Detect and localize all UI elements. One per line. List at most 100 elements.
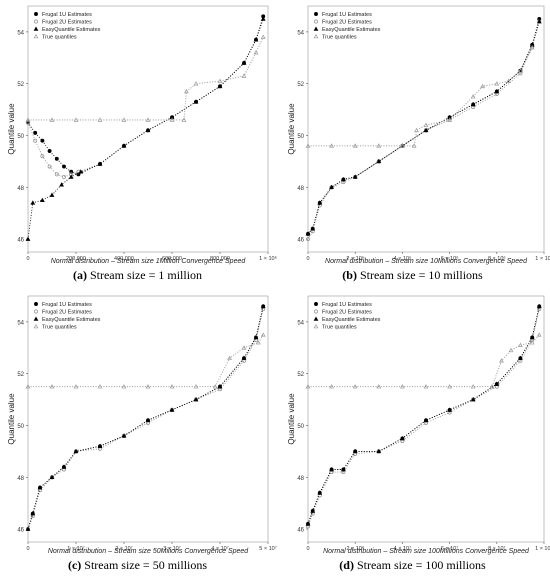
data-point (317, 200, 323, 205)
series-line (27, 308, 264, 530)
data-point (49, 192, 55, 197)
legend-label: Frugal 2U Estimates (322, 310, 372, 316)
data-point (217, 78, 223, 83)
x-tick-label: 8 × 10⁶ (488, 255, 506, 262)
series-line (28, 36, 264, 121)
data-point (26, 120, 30, 125)
plot-frame (307, 295, 545, 543)
data-point (423, 122, 429, 127)
data-point (480, 83, 486, 89)
plot-frame (27, 5, 269, 253)
series-line (27, 306, 264, 530)
legend-label: Frugal 2U Estimates (42, 310, 92, 316)
data-point (400, 384, 405, 389)
data-point (414, 127, 419, 133)
legend: Frugal 1U Estimates Frugal 2U EstimatesEa… (313, 302, 381, 331)
y-tick-label: 52 (297, 372, 304, 378)
x-tick-label: 6 × 10⁶ (441, 255, 459, 262)
data-point (97, 384, 103, 389)
series-2 (25, 16, 266, 241)
series-line (308, 47, 533, 147)
data-point (518, 68, 523, 73)
x-tick-label: 0 (306, 256, 309, 262)
data-point (40, 154, 45, 159)
caption-c-letter: (c) (67, 558, 82, 572)
data-point (73, 384, 79, 389)
x-tick-label: 400,000 (114, 256, 134, 262)
legend-marker (33, 33, 39, 39)
y-tick-label: 50 (17, 424, 24, 430)
legend-marker (313, 323, 319, 329)
x-axis-label: Normal distribution – Stream size 50Mili… (48, 548, 249, 555)
data-point (508, 347, 514, 353)
x-tick-label: 200,000 (66, 256, 86, 262)
data-point (260, 303, 266, 309)
y-axis-label: Quantile value (7, 393, 16, 445)
data-point (447, 384, 452, 389)
x-tick-label: 2 × 10⁶ (346, 255, 364, 262)
data-point (241, 60, 247, 65)
data-point (352, 174, 358, 179)
x-tick-label: 2 × 10⁷ (346, 545, 363, 552)
data-point (73, 448, 79, 454)
data-point (121, 117, 127, 122)
x-tick-label: 1 × 10⁷ (67, 545, 84, 552)
legend-marker (314, 309, 318, 314)
data-point (169, 117, 175, 122)
y-tick-label: 50 (17, 134, 24, 140)
y-axis-label: Quantile value (287, 103, 296, 155)
data-point (489, 384, 495, 389)
data-point (30, 200, 36, 205)
data-point (25, 236, 31, 241)
data-point (518, 342, 523, 347)
data-point (40, 197, 45, 203)
data-point (400, 143, 405, 148)
caption-a-text: Stream size = 1 million (89, 268, 203, 282)
data-point (69, 169, 74, 174)
data-point (62, 174, 66, 179)
data-point (470, 101, 476, 107)
data-point (447, 407, 452, 412)
legend-marker (314, 302, 318, 306)
x-tick-label: 4 × 10⁷ (394, 545, 411, 552)
y-tick-label: 46 (17, 528, 24, 534)
data-point (193, 397, 199, 402)
caption-b-text: Stream size = 10 millions (359, 268, 483, 282)
data-point (518, 355, 523, 360)
y-tick-label: 48 (17, 476, 24, 482)
legend-label: EasyQuantile Estimates (322, 317, 381, 323)
data-point (423, 127, 429, 133)
data-point (536, 303, 542, 309)
data-point (423, 417, 429, 423)
data-point (260, 16, 266, 21)
series-2 (305, 19, 542, 236)
legend-label: True quantiles (322, 35, 357, 41)
legend: Frugal 1U Estimates Frugal 2U EstimatesEa… (313, 12, 381, 41)
x-tick-label: 3 × 10⁷ (163, 545, 180, 552)
data-point (193, 99, 199, 104)
x-tick-label: 6 × 10⁷ (441, 545, 458, 552)
y-tick-label: 46 (297, 238, 304, 244)
x-tick-label: 8 × 10⁷ (488, 545, 505, 552)
data-point (62, 164, 66, 169)
legend-marker (34, 12, 38, 16)
data-point (305, 143, 311, 148)
legend-marker (34, 309, 38, 314)
data-point (37, 485, 43, 490)
data-point (253, 50, 259, 55)
data-point (25, 117, 31, 122)
series-line (307, 21, 540, 240)
legend-label: EasyQuantile Estimates (322, 27, 381, 33)
data-point (494, 81, 500, 86)
data-point (227, 355, 232, 360)
legend: Frugal 1U Estimates Frugal 2U EstimatesEa… (33, 12, 101, 41)
series-line (307, 21, 540, 235)
plot-frame (307, 5, 545, 253)
data-point (310, 226, 316, 231)
x-axis-label: Normal distribution – Stream size 1Milli… (51, 258, 247, 265)
y-tick-label: 50 (297, 134, 304, 140)
data-point (376, 384, 382, 389)
legend-marker (313, 26, 319, 31)
series-0 (306, 16, 542, 236)
